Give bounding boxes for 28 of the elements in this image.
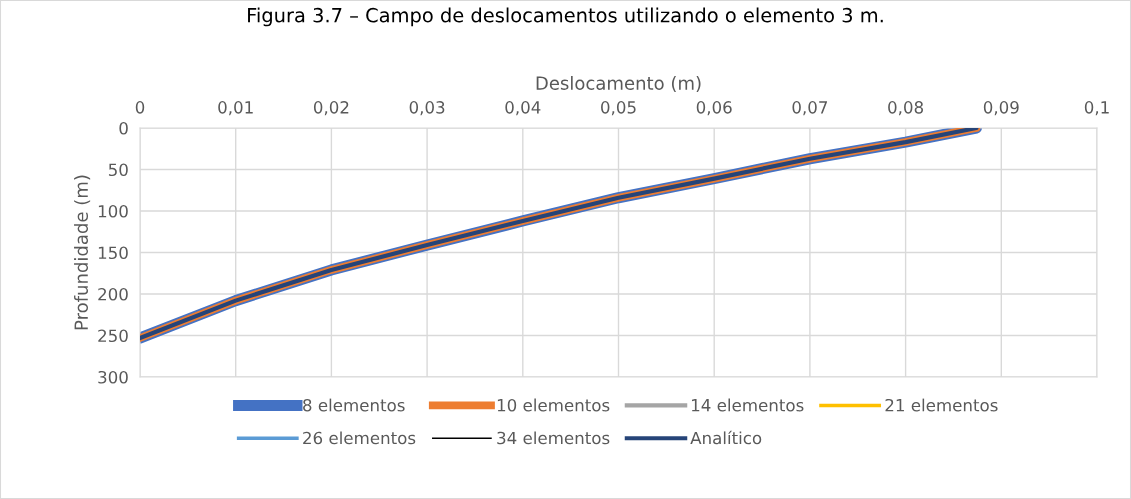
x-tick-label: 0,06: [696, 101, 732, 116]
legend-label: 10 elementos: [497, 398, 610, 412]
y-tick-label: 0: [119, 121, 128, 135]
x-tick-label: 0,08: [888, 101, 924, 116]
y-tick-label: 100: [98, 204, 128, 218]
x-tick-label: 0,07: [792, 101, 828, 116]
y-tick-label: 50: [108, 163, 128, 177]
x-tick-label: 0,03: [409, 101, 445, 116]
x-axis-title: Deslocamento (m): [536, 75, 701, 93]
y-tick-label: 200: [98, 287, 128, 301]
chart-title: Figura 3.7 – Campo de deslocamentos utilizando o elemento 3 m.: [248, 7, 883, 27]
y-tick-label: 250: [98, 329, 128, 343]
y-tick-label: 150: [98, 246, 128, 260]
x-tick-label: 0,04: [505, 101, 541, 116]
x-tick-label: 0,09: [983, 101, 1019, 116]
y-tick-label: 300: [98, 370, 128, 384]
x-tick-label: 0,1: [1084, 101, 1109, 116]
x-tick-label: 0: [135, 101, 145, 114]
legend-label: 34 elementos: [497, 431, 610, 445]
legend-label: 14 elementos: [692, 398, 804, 412]
legend-label: 8 elementos: [303, 398, 405, 412]
legend-label: 21 elementos: [885, 398, 998, 412]
x-tick-label: 0,05: [601, 101, 636, 116]
x-tick-label: 0,02: [313, 101, 349, 116]
legend-label: 26 elementos: [303, 431, 416, 445]
x-tick-label: 0,01: [218, 101, 253, 116]
legend-label: Analítico: [690, 430, 762, 445]
y-axis-title: Profundidade (m): [74, 175, 91, 330]
